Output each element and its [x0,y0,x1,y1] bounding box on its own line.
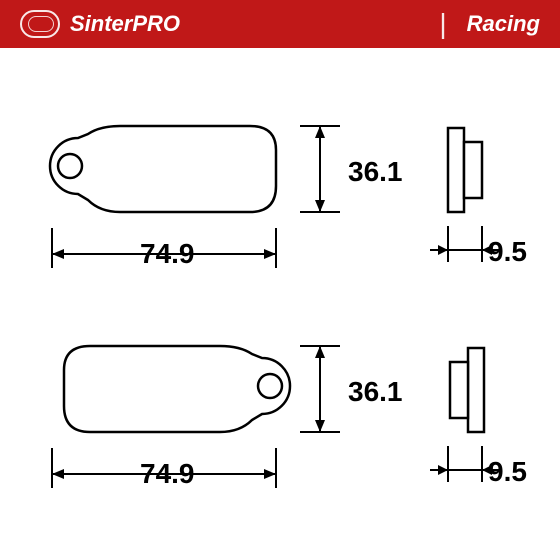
brand-logo-icon [20,10,60,38]
dim-top-thick-label: 9.5 [488,236,527,268]
header-bar: SinterPRO | Racing [0,0,560,48]
header-divider: | [439,8,446,40]
technical-drawing: 36.1 74.9 9.5 36.1 [0,48,560,560]
header-category: Racing [467,11,540,37]
dim-bottom-thick-label: 9.5 [488,456,527,488]
brake-pad-bottom-side [440,340,500,440]
dim-top-height-label: 36.1 [348,156,403,188]
brake-pad-top-front [40,108,300,228]
brand-name: SinterPRO [70,11,180,37]
brake-pad-bottom-front [40,328,300,448]
dim-bottom-width-label: 74.9 [140,458,195,490]
brake-pad-top-side [440,120,500,220]
dim-top-width-label: 74.9 [140,238,195,270]
dim-bottom-height-label: 36.1 [348,376,403,408]
